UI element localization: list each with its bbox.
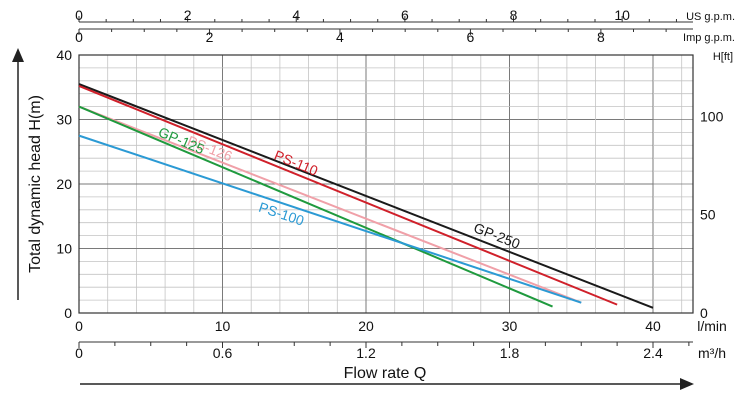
imp-gpm-tick-label: 4 xyxy=(336,29,344,45)
y-arrow-head xyxy=(12,48,24,62)
series-lines xyxy=(78,83,654,309)
m3h-unit-label: m³/h xyxy=(698,345,726,361)
imp-gpm-tick-label: 6 xyxy=(467,29,475,45)
y-tick-label: 30 xyxy=(56,112,72,128)
x-arrow-head xyxy=(680,378,694,390)
us-gpm-tick-label: 0 xyxy=(75,7,83,23)
us-gpm-tick-label: 10 xyxy=(614,7,630,23)
h-ft-tick-label: 100 xyxy=(700,108,724,124)
us-gpm-tick-label: 4 xyxy=(292,7,300,23)
x-axis-title: Flow rate Q xyxy=(344,365,427,382)
x-tick-label: 0 xyxy=(75,318,83,334)
us-gpm-unit-label: US g.p.m. xyxy=(686,11,735,23)
series-line-ps-100 xyxy=(78,134,582,304)
m3h-tick-label: 1.2 xyxy=(356,345,376,361)
m3h-tick-label: 2.4 xyxy=(643,345,663,361)
m3h-axis: 0 0.6 1.2 1.8 2.4 m³/h xyxy=(75,341,726,361)
m3h-tick-label: 1.8 xyxy=(500,345,520,361)
h-ft-tick-label: 0 xyxy=(700,305,708,321)
imp-gpm-tick-label: 0 xyxy=(75,29,83,45)
h-ft-unit-label: H[ft] xyxy=(713,51,733,63)
series-line-ps-126 xyxy=(78,105,582,304)
series-line-ps-110 xyxy=(78,85,618,306)
y-tick-label: 10 xyxy=(56,241,72,257)
series-line-gp-250 xyxy=(78,83,654,309)
x-axis-ticks: 0 10 20 30 40 l/min xyxy=(75,318,727,334)
imp-gpm-axis: 0 2 4 6 8 Imp g.p.m. xyxy=(75,28,735,45)
us-gpm-tick-label: 2 xyxy=(184,7,192,23)
plot-border xyxy=(78,54,694,314)
y-tick-label: 0 xyxy=(64,305,72,321)
us-gpm-tick-label: 8 xyxy=(510,7,518,23)
us-gpm-tick-label: 6 xyxy=(401,7,409,23)
series-line-gp-125 xyxy=(78,105,553,308)
x-unit-label: l/min xyxy=(697,318,727,334)
x-tick-label: 40 xyxy=(645,318,661,334)
h-ft-axis: H[ft] 0 50 100 xyxy=(700,51,733,321)
x-tick-label: 30 xyxy=(502,318,518,334)
x-tick-label: 20 xyxy=(358,318,374,334)
imp-gpm-tick-label: 2 xyxy=(206,29,214,45)
series-label-gp-125: GP-125 xyxy=(156,124,207,158)
y-axis-ticks: 0 10 20 30 40 xyxy=(56,47,72,321)
chart-grid xyxy=(78,54,693,314)
h-ft-tick-label: 50 xyxy=(700,207,716,223)
m3h-tick-label: 0.6 xyxy=(213,345,233,361)
y-tick-label: 20 xyxy=(56,176,72,192)
y-tick-label: 40 xyxy=(56,47,72,63)
imp-gpm-unit-label: Imp g.p.m. xyxy=(683,32,735,44)
y-axis-title: Total dynamic head H(m) xyxy=(27,95,44,273)
imp-gpm-tick-label: 8 xyxy=(597,29,605,45)
us-gpm-axis: 0 2 4 6 8 10 US g.p.m. xyxy=(75,7,735,23)
x-tick-label: 10 xyxy=(215,318,231,334)
m3h-tick-label: 0 xyxy=(75,345,83,361)
plot-frame xyxy=(78,54,694,314)
